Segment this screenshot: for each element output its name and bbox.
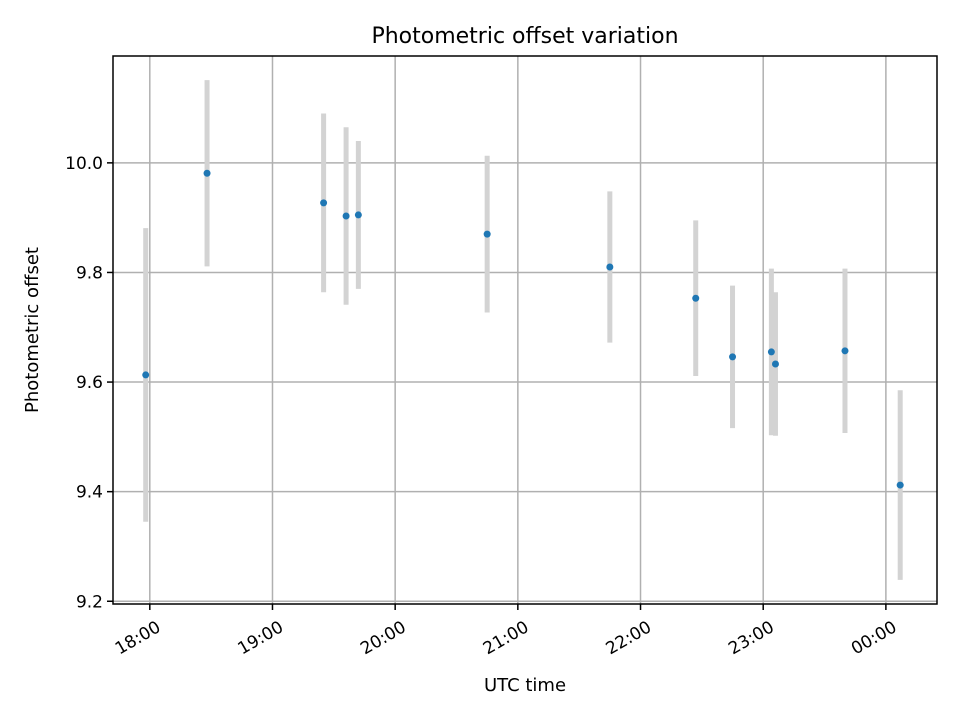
x-tick-label: 19:00 (235, 617, 287, 659)
x-tick-label: 21:00 (480, 617, 532, 659)
error-bars (143, 80, 903, 580)
data-points (142, 169, 904, 489)
data-point (896, 481, 904, 489)
data-point (142, 371, 150, 379)
data-point (767, 348, 775, 356)
y-axis-ticks: 9.2 9.4 9.6 9.8 10.0 (65, 154, 113, 612)
y-tick-label: 10.0 (65, 154, 103, 174)
grid-lines (113, 56, 937, 604)
x-tick-label: 22:00 (603, 617, 655, 659)
data-point (320, 199, 328, 207)
plot-frame (112, 55, 938, 605)
data-point (692, 294, 700, 302)
x-axis-label: UTC time (484, 675, 566, 696)
x-axis-ticks: 18:00 19:00 20:00 21:00 22:00 23:00 00:00 (112, 604, 900, 659)
x-tick-label: 00:00 (848, 617, 900, 659)
y-tick-label: 9.2 (76, 592, 103, 612)
y-tick-label: 9.8 (76, 263, 103, 283)
data-point (841, 347, 849, 355)
data-point (729, 353, 737, 361)
y-tick-label: 9.6 (76, 373, 103, 393)
x-tick-label: 23:00 (725, 617, 777, 659)
chart-title: Photometric offset variation (371, 24, 678, 49)
y-tick-label: 9.4 (76, 483, 103, 503)
x-tick-label: 18:00 (112, 617, 164, 659)
data-point (771, 360, 779, 368)
y-axis-label: Photometric offset (22, 247, 43, 413)
x-tick-label: 20:00 (357, 617, 409, 659)
data-point (342, 212, 350, 220)
data-point (203, 169, 211, 177)
data-point (483, 230, 491, 238)
data-point (354, 211, 362, 219)
data-point (606, 263, 614, 271)
